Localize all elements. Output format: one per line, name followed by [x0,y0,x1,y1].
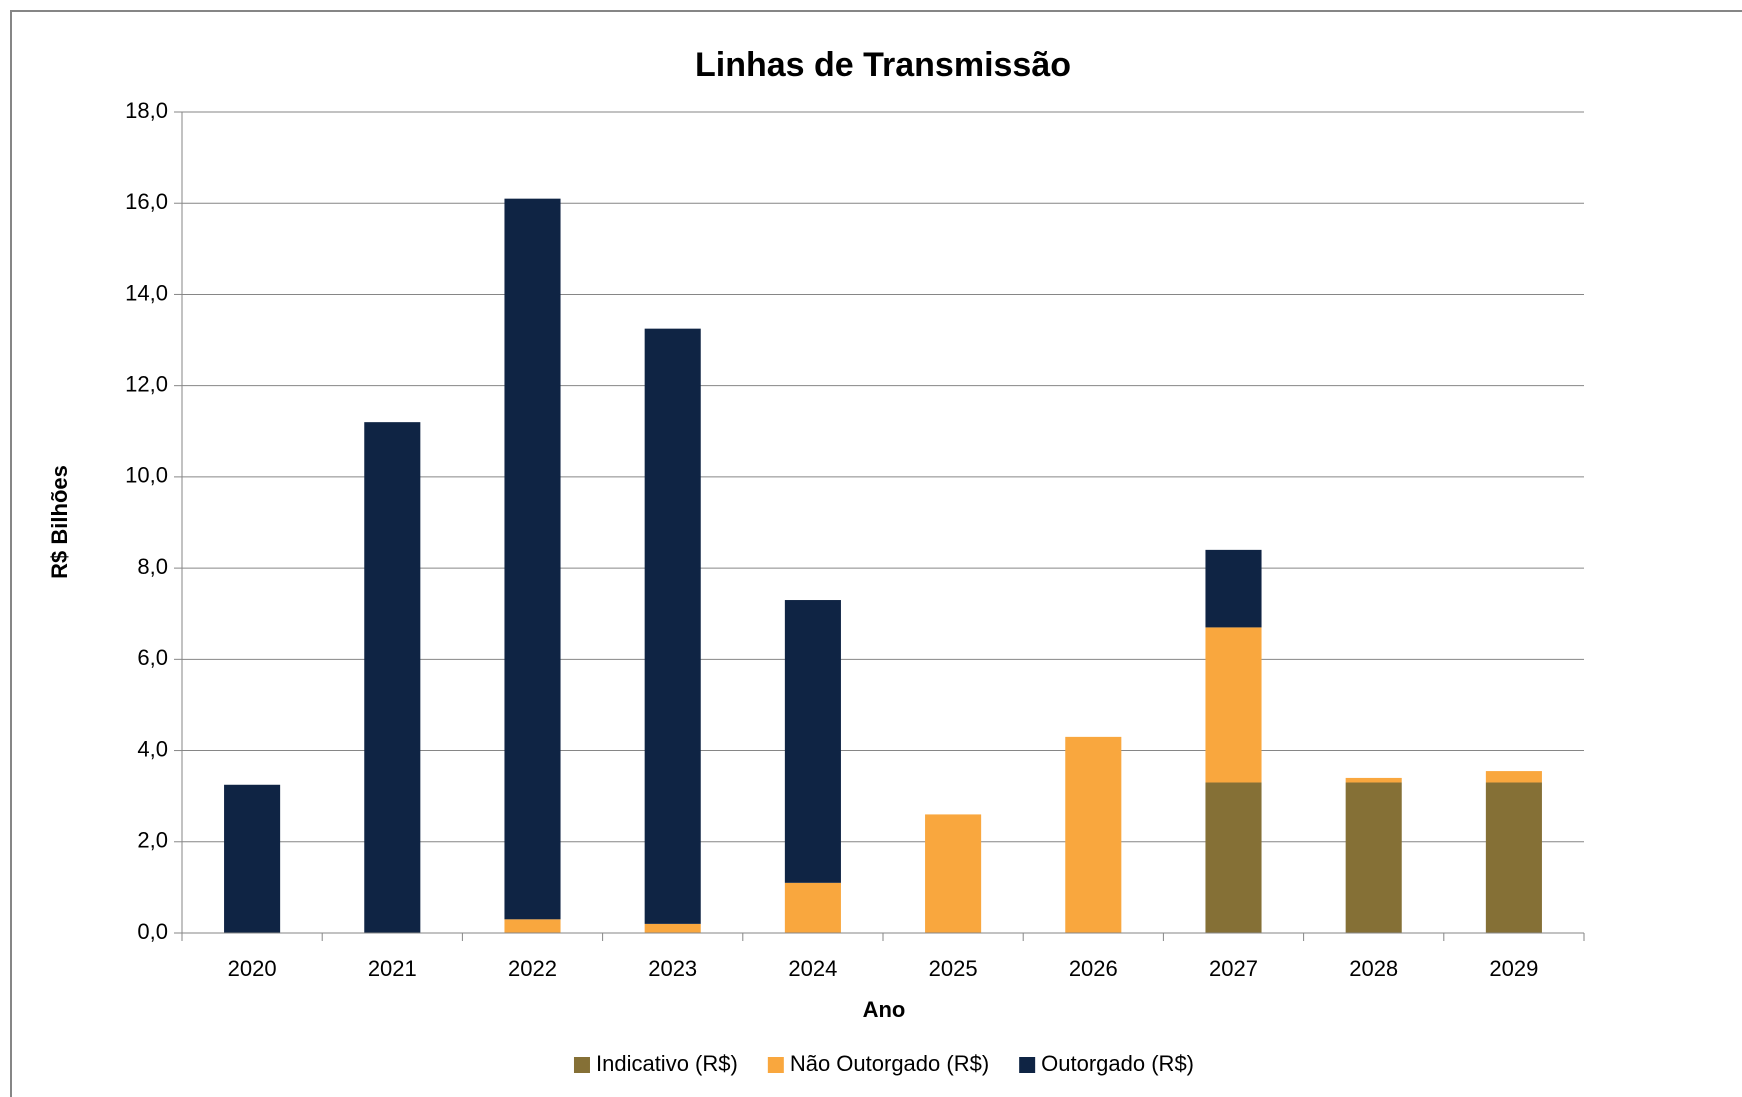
y-tick-label: 12,0 [125,371,168,396]
bar-segment [1345,782,1402,933]
bar-segment [925,814,982,933]
legend-label: Outorgado (R$) [1041,1051,1194,1076]
y-tick-label: 8,0 [137,554,168,579]
bar-segment [1345,777,1402,783]
bar-segment [1205,782,1262,933]
x-tick-label: 2026 [1069,956,1118,981]
bar-segment [1065,736,1122,933]
bar-segment [504,919,561,933]
bar-segment [1205,549,1262,628]
bar-segment [1485,771,1542,783]
y-tick-label: 0,0 [137,919,168,944]
x-tick-label: 2020 [228,956,277,981]
legend-label: Não Outorgado (R$) [790,1051,989,1076]
x-tick-label: 2025 [929,956,978,981]
x-tick-label: 2029 [1489,956,1538,981]
legend-swatch [767,1057,784,1073]
y-tick-label: 16,0 [125,189,168,214]
bar-segment [1205,627,1262,783]
bar-segment [504,198,561,920]
y-tick-label: 14,0 [125,280,168,305]
legend-swatch [1019,1057,1036,1073]
x-tick-label: 2023 [648,956,697,981]
bar-segment [1485,782,1542,933]
y-tick-label: 6,0 [137,645,168,670]
y-tick-label: 4,0 [137,736,168,761]
legend-label: Indicativo (R$) [596,1051,738,1076]
bar-segment [364,422,421,933]
y-tick-label: 2,0 [137,828,168,853]
x-tick-label: 2021 [368,956,417,981]
bar-segment [784,600,841,883]
x-axis-label: Ano [863,997,906,1022]
y-axis-label: R$ Bilhões [47,465,72,579]
x-tick-label: 2027 [1209,956,1258,981]
bar-segment [784,882,841,933]
x-tick-label: 2024 [788,956,837,981]
y-tick-label: 10,0 [125,463,168,488]
chart-frame [10,10,1742,1097]
y-tick-label: 18,0 [125,98,168,123]
bar-segment [644,923,701,933]
x-tick-label: 2022 [508,956,557,981]
bar-segment [224,784,281,933]
bar-segment [644,328,701,924]
chart-title: Linhas de Transmissão [695,46,1071,84]
x-tick-label: 2028 [1349,956,1398,981]
legend-swatch [573,1057,590,1073]
